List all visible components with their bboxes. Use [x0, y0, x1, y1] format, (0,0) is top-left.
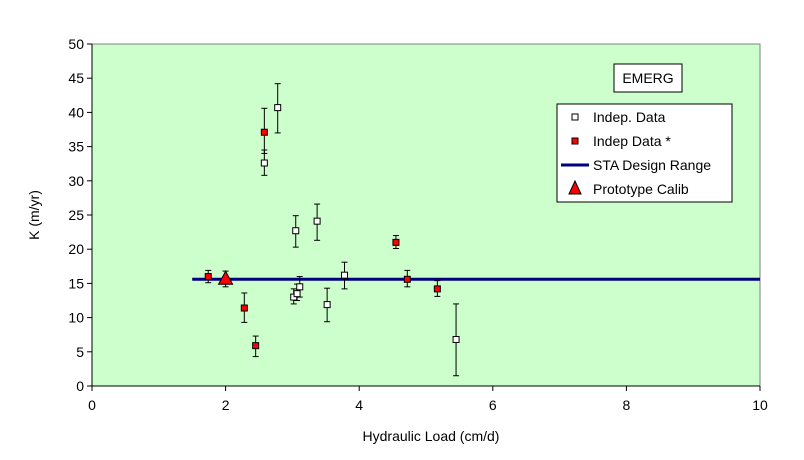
legend-box [556, 103, 733, 203]
y-axis-title: K (m/yr) [26, 190, 42, 240]
y-axis: 0 5 10 15 20 25 30 35 40 45 50 [68, 36, 93, 394]
legend-item-sta-design-range: STA Design Range [561, 157, 711, 173]
data-point-filled [403, 275, 411, 283]
y-tick-label: 40 [68, 104, 84, 120]
y-tick-label: 5 [76, 344, 84, 360]
legend-item-prototype-calib: Prototype Calib [568, 179, 689, 197]
data-point-open [341, 271, 349, 279]
y-tick-label: 0 [76, 378, 84, 394]
y-tick-label: 50 [68, 36, 84, 52]
legend-label: Prototype Calib [593, 181, 689, 197]
data-point-filled [260, 128, 268, 136]
triangle-marker-icon [568, 179, 582, 195]
data-point-open [296, 283, 304, 291]
x-axis: 0 2 4 6 8 10 [88, 385, 768, 413]
data-point-open [292, 227, 300, 235]
filled-square-marker-icon [571, 137, 579, 145]
legend-label: STA Design Range [593, 157, 711, 173]
data-point-open [452, 335, 460, 343]
y-tick-label: 20 [68, 241, 84, 257]
data-point-filled [433, 285, 441, 293]
y-tick-label: 45 [68, 70, 84, 86]
data-point-filled [240, 304, 248, 312]
x-tick-label: 4 [355, 397, 363, 413]
y-tick-label: 35 [68, 139, 84, 155]
x-tick-label: 2 [222, 397, 230, 413]
x-tick-label: 0 [88, 397, 96, 413]
y-tick-label: 10 [68, 310, 84, 326]
y-tick-label: 25 [68, 207, 84, 223]
x-tick-label: 6 [489, 397, 497, 413]
data-point-open [260, 159, 268, 167]
data-point-open [293, 290, 301, 298]
y-tick-label: 30 [68, 173, 84, 189]
data-point-filled [252, 342, 260, 350]
data-point-open [323, 301, 331, 309]
series-layer [192, 83, 760, 377]
x-tick-label: 10 [752, 397, 768, 413]
data-point-filled [204, 273, 212, 281]
legend-item-indep-data-star: Indep Data * [571, 133, 671, 149]
open-square-marker-icon [571, 113, 579, 121]
data-point-filled [392, 238, 400, 246]
legend-label: Indep Data * [593, 133, 671, 149]
annotation-box: EMERG [613, 63, 683, 93]
data-point-open [274, 104, 282, 112]
prototype-calib-point [217, 270, 234, 285]
x-tick-label: 8 [623, 397, 631, 413]
x-axis-title: Hydraulic Load (cm/d) [363, 428, 500, 444]
y-tick-label: 15 [68, 275, 84, 291]
data-point-open [313, 217, 321, 225]
legend: Indep. Data Indep Data * STA Design Rang… [556, 103, 733, 203]
legend-label: Indep. Data [593, 109, 666, 125]
annotation-label: EMERG [622, 70, 673, 86]
plot-area [91, 43, 761, 387]
legend-item-indep-data: Indep. Data [571, 109, 666, 125]
